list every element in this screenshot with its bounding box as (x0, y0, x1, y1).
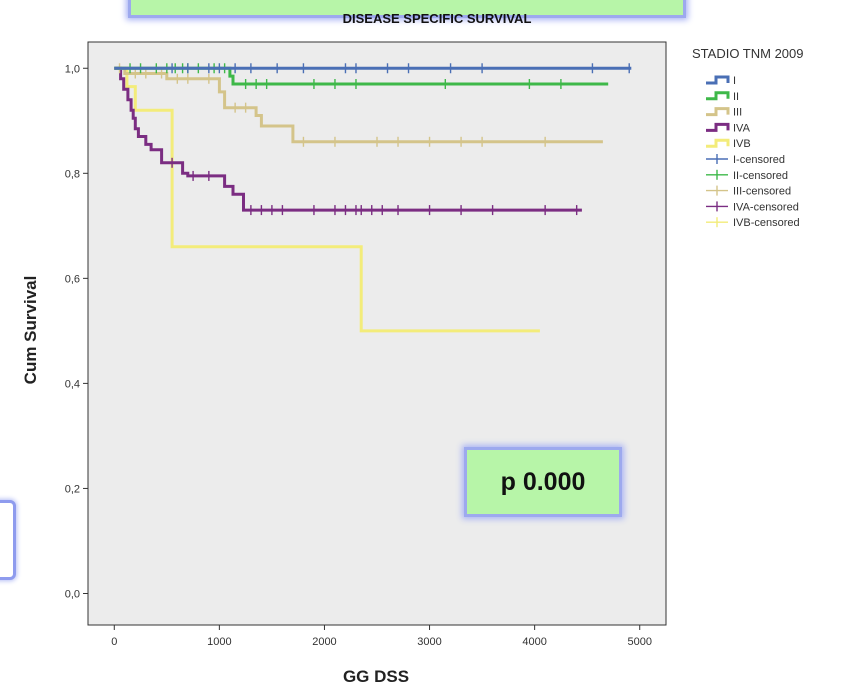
legend-swatch-ivb (706, 138, 730, 148)
legend-swatch-iva (706, 122, 730, 132)
legend-label-ii: II (733, 91, 739, 103)
y-tick-label: 0,0 (65, 588, 80, 600)
legend-label-iva: IVA (733, 122, 751, 134)
series-line-ivb (114, 66, 540, 333)
x-tick-label: 4000 (522, 636, 546, 648)
x-tick-label: 3000 (417, 636, 441, 648)
legend-label-iii: III (733, 107, 742, 119)
plot-area (87, 41, 667, 626)
y-tick-label: 0,8 (65, 168, 80, 180)
legend-swatch-ii (706, 91, 730, 101)
legend: IIIIIIIVAIVBI-censoredII-censoredIII-cen… (706, 75, 800, 229)
p-value-label: p 0.000 (500, 467, 586, 496)
x-tick-label: 5000 (627, 636, 651, 648)
y-tick-label: 0,6 (65, 273, 80, 285)
x-tick-label: 0 (111, 636, 117, 648)
legend-title: STADIO TNM 2009 (692, 46, 804, 61)
y-tick-label: 1,0 (65, 63, 80, 75)
legend-label-iva-censored: IVA-censored (733, 201, 799, 213)
x-tick-label: 1000 (207, 636, 231, 648)
y-axis-label: Cum Survival (21, 276, 40, 385)
title-highlight-box (128, 0, 686, 18)
legend-swatch-i (706, 75, 730, 85)
side-highlight-box (0, 500, 16, 580)
legend-label-i-censored: I-censored (733, 154, 785, 166)
p-value-box: p 0.000 (464, 447, 622, 517)
y-tick-label: 0,2 (65, 483, 80, 495)
legend-label-ii-censored: II-censored (733, 170, 788, 182)
x-axis-label: GG DSS (343, 667, 409, 686)
legend-label-ivb: IVB (733, 138, 751, 150)
legend-label-ivb-censored: IVB-censored (733, 217, 800, 229)
series-line-iva (114, 66, 582, 212)
series-layer (114, 63, 632, 333)
axis-ticks: 0 1000 2000 3000 4000 5000 0,0 0,2 0,4 0,6 0,8 1,0 (65, 63, 652, 648)
chart-title: DISEASE SPECIFIC SURVIVAL (343, 11, 532, 26)
y-tick-label: 0,4 (65, 378, 80, 390)
x-tick-label: 2000 (312, 636, 336, 648)
legend-label-i: I (733, 75, 736, 87)
legend-swatch-iii (706, 107, 730, 117)
legend-label-iii-censored: III-censored (733, 186, 791, 198)
